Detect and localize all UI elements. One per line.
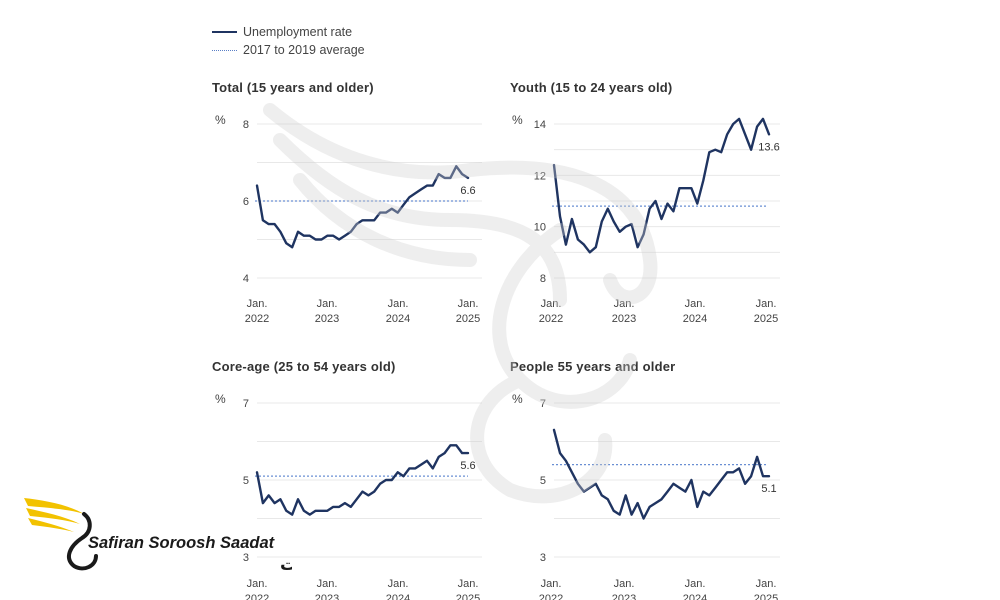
y-tick-label: 4 xyxy=(243,273,249,285)
y-tick-label: 5 xyxy=(540,475,546,487)
chart-title: People 55 years and older xyxy=(510,359,675,374)
y-tick-label: 10 xyxy=(534,222,546,234)
x-tick-year: 2022 xyxy=(539,593,563,600)
legend-label: 2017 to 2019 average xyxy=(243,43,365,57)
chart-title: Total (15 years and older) xyxy=(212,80,374,95)
y-axis-unit: % xyxy=(215,113,226,127)
end-value-label: 13.6 xyxy=(758,141,779,153)
end-value-label: 5.1 xyxy=(761,483,776,495)
y-axis-unit: % xyxy=(512,113,523,127)
end-value-label: 6.6 xyxy=(460,185,475,197)
chart-title: Youth (15 to 24 years old) xyxy=(510,80,672,95)
y-tick-label: 7 xyxy=(540,398,546,410)
y-tick-label: 5 xyxy=(243,475,249,487)
y-tick-label: 14 xyxy=(534,119,546,131)
x-tick-year: 2025 xyxy=(754,593,778,600)
y-axis-unit: % xyxy=(215,392,226,406)
unemployment-rate-line xyxy=(255,165,470,249)
x-tick-label: Jan. xyxy=(458,578,479,590)
logo-name-fa: سفیران سروش سعادت xyxy=(280,555,292,575)
y-tick-label: 3 xyxy=(540,552,546,564)
legend-swatch-dotted-line xyxy=(212,49,237,51)
x-tick-label: Jan. xyxy=(685,298,706,310)
y-axis-unit: % xyxy=(512,392,523,406)
x-tick-year: 2023 xyxy=(612,593,636,600)
logo-name-en: Safiran Soroosh Saadat xyxy=(88,534,276,552)
x-tick-year: 2024 xyxy=(386,313,410,325)
y-tick-label: 8 xyxy=(243,119,249,131)
x-tick-year: 2022 xyxy=(245,593,269,600)
x-tick-label: Jan. xyxy=(685,578,706,590)
end-value-label: 5.6 xyxy=(460,460,475,472)
legend-item-average[interactable]: 2017 to 2019 average xyxy=(212,41,365,59)
x-tick-label: Jan. xyxy=(317,578,338,590)
chart-legend: Unemployment rate 2017 to 2019 average xyxy=(212,23,365,59)
x-tick-label: Jan. xyxy=(614,298,635,310)
unemployment-rate-line xyxy=(552,117,771,254)
x-tick-year: 2025 xyxy=(456,313,480,325)
chart-panel-1: Total (15 years and older)% 4 6 8 Jan. 2022 Ja… xyxy=(212,80,482,325)
unemployment-rate-line xyxy=(552,428,771,520)
x-tick-label: Jan. xyxy=(317,298,338,310)
x-tick-label: Jan. xyxy=(756,298,777,310)
legend-item-unemployment-rate[interactable]: Unemployment rate xyxy=(212,23,365,41)
x-tick-label: Jan. xyxy=(458,298,479,310)
x-tick-year: 2025 xyxy=(456,593,480,600)
x-tick-label: Jan. xyxy=(388,298,409,310)
x-tick-label: Jan. xyxy=(756,578,777,590)
y-tick-label: 12 xyxy=(534,170,546,182)
x-tick-year: 2024 xyxy=(683,593,707,600)
x-tick-label: Jan. xyxy=(541,578,562,590)
x-tick-label: Jan. xyxy=(247,298,268,310)
x-tick-year: 2024 xyxy=(386,593,410,600)
x-tick-year: 2025 xyxy=(754,313,778,325)
chart-panel-4: People 55 years and older% 3 5 7 Jan. 2022 Jan… xyxy=(510,359,780,600)
unemployment-rate-line xyxy=(255,444,470,516)
legend-label: Unemployment rate xyxy=(243,25,353,39)
x-tick-label: Jan. xyxy=(388,578,409,590)
y-tick-label: 7 xyxy=(243,398,249,410)
x-tick-year: 2024 xyxy=(683,313,707,325)
x-tick-year: 2023 xyxy=(315,593,339,600)
x-tick-year: 2022 xyxy=(245,313,269,325)
chart-panel-3: Core-age (25 to 54 years old)% 3 5 7 Jan. 202… xyxy=(212,359,482,600)
x-tick-year: 2023 xyxy=(612,313,636,325)
x-tick-label: Jan. xyxy=(247,578,268,590)
chart-panel-2: Youth (15 to 24 years old)% 8 10 12 14 Jan. 20… xyxy=(510,80,780,325)
x-tick-year: 2022 xyxy=(539,313,563,325)
y-tick-label: 8 xyxy=(540,273,546,285)
swan-logo-icon xyxy=(24,498,98,571)
y-tick-label: 3 xyxy=(243,552,249,564)
x-tick-label: Jan. xyxy=(614,578,635,590)
x-tick-year: 2023 xyxy=(315,313,339,325)
y-tick-label: 6 xyxy=(243,196,249,208)
company-logo: Safiran Soroosh Saadat سفیران سروش سعادت xyxy=(24,498,292,575)
chart-title: Core-age (25 to 54 years old) xyxy=(212,359,396,374)
legend-swatch-solid-line xyxy=(212,31,237,33)
x-tick-label: Jan. xyxy=(541,298,562,310)
